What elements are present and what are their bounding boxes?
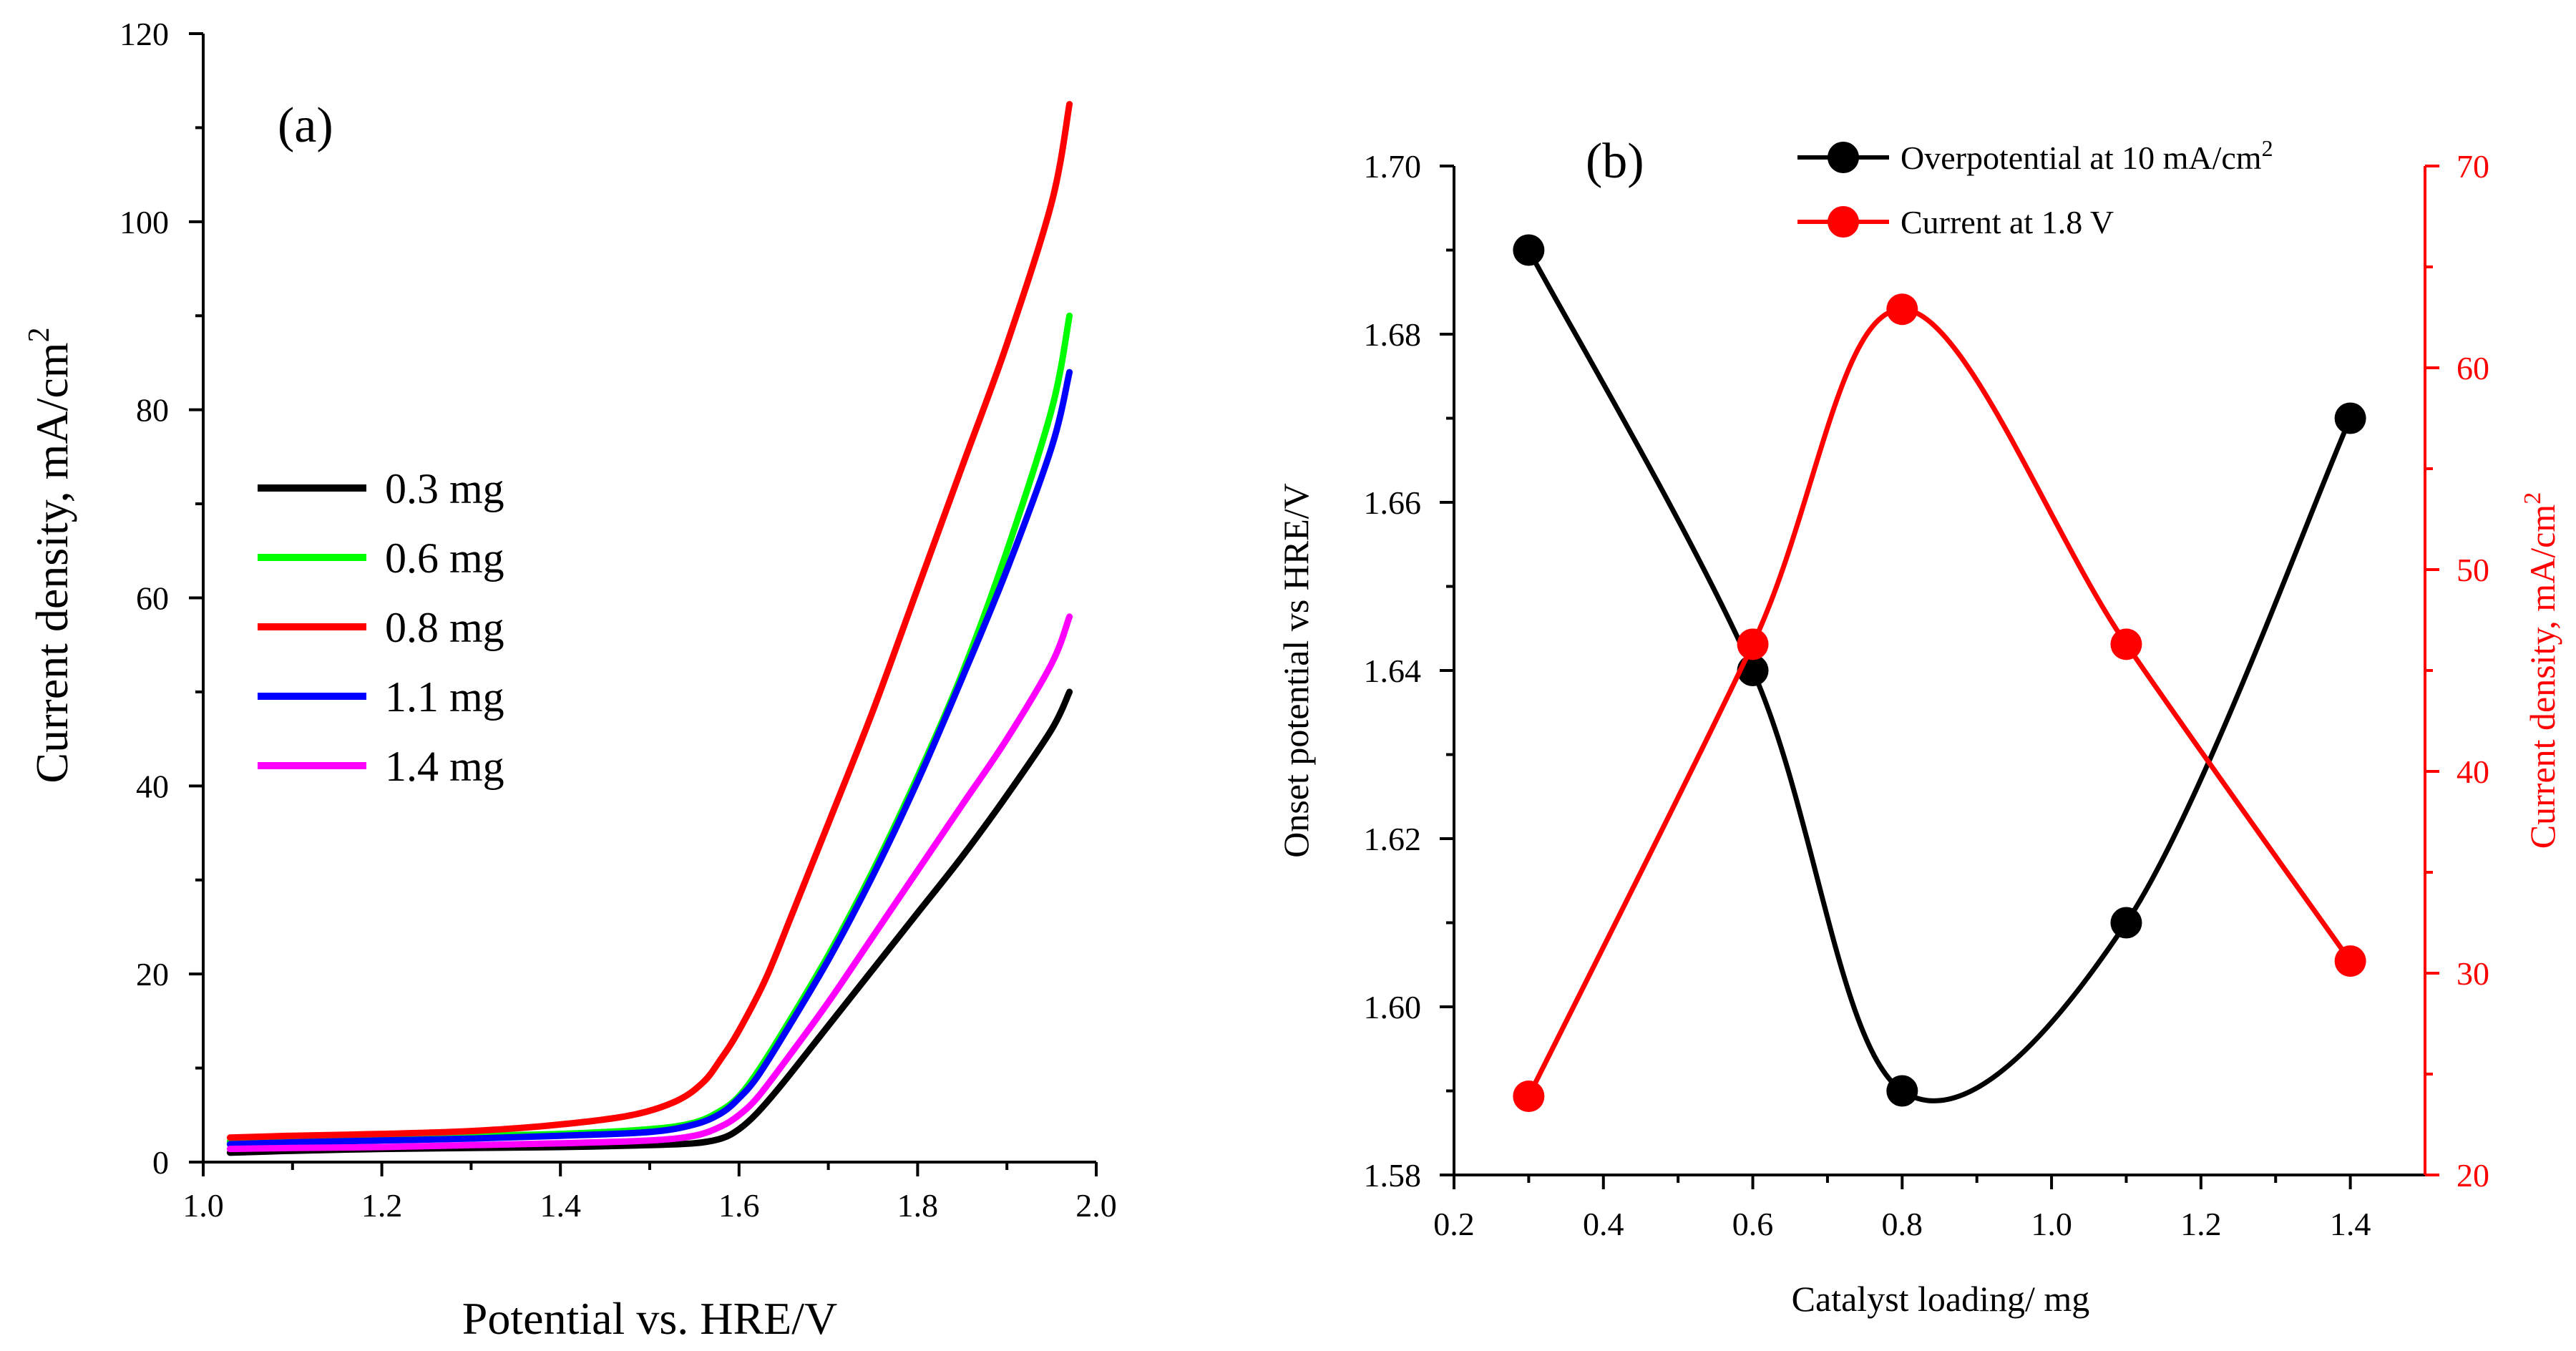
- panel-b-left-y-tick-label: 1.70: [1364, 148, 1422, 185]
- legend-label-current: Current at 1.8 V: [1901, 204, 2114, 240]
- panel-b-x-tick-label: 0.6: [1732, 1206, 1774, 1242]
- panel-b-axes: 0.2 0.4 0.6 0.8 1.0 1.2 1.4 1.58 1.60 1.62 1.64 1.6…: [1364, 148, 2490, 1242]
- panel-a-x-tick-label: 1.4: [540, 1187, 581, 1224]
- panel-a-x-tick-label: 1.0: [182, 1187, 224, 1224]
- panel-a-y-axis-title-sup: 2: [23, 327, 56, 342]
- panel-b-x-tick-label: 1.2: [2180, 1206, 2222, 1242]
- chart-panel-a: 1.0 1.2 1.4 1.6 1.8 2.0 0 20 40 60 80 100 120 0.3 mg…: [23, 16, 1117, 1344]
- panel-b-left-y-axis-title: Onset potential vs HRE/V: [1276, 483, 1316, 858]
- panel-b-left-y-tick-label: 1.66: [1364, 484, 1422, 521]
- series-line-overpotential: [1526, 248, 2353, 1103]
- data-point-current: [2110, 628, 2142, 660]
- series-line-1_1-mg: [226, 369, 1073, 1148]
- panel-a-label: (a): [278, 98, 333, 153]
- panel-a-x-tick-label: 2.0: [1075, 1187, 1117, 1224]
- data-point-current: [1737, 628, 1769, 660]
- legend-label-0_8-mg: 0.8 mg: [385, 604, 504, 651]
- panel-b-left-y-tick-label: 1.58: [1364, 1157, 1422, 1194]
- panel-b-right-y-tick-label: 40: [2457, 753, 2489, 790]
- panel-b-right-y-axis-title: Current density, mA/cm2: [2519, 492, 2562, 849]
- panel-b-x-tick-label: 0.2: [1433, 1206, 1475, 1242]
- panel-a-y-tick-label: 40: [136, 768, 169, 804]
- legend-label-1_4-mg: 1.4 mg: [385, 743, 504, 790]
- panel-b-right-y-tick-label: 20: [2457, 1157, 2489, 1194]
- legend-marker-overpotential: [1828, 142, 1859, 173]
- series-line-0_8-mg: [226, 101, 1073, 1141]
- panel-b-right-y-tick-label: 50: [2457, 552, 2489, 588]
- panel-a-x-tick-label: 1.8: [897, 1187, 939, 1224]
- panel-a-y-tick-label: 60: [136, 580, 169, 617]
- panel-a-x-tick-label: 1.6: [718, 1187, 760, 1224]
- panel-b-legend: Overpotential at 10 mA/cm2 Current at 1.8…: [1797, 135, 2273, 240]
- panel-b-right-y-tick-label: 30: [2457, 955, 2489, 992]
- panel-b-right-y-tick-label: 70: [2457, 148, 2489, 185]
- legend-label-text: Overpotential at 10 mA/cm: [1901, 140, 2262, 176]
- data-point-current: [1886, 293, 1918, 326]
- panel-a-y-tick-label: 120: [119, 16, 169, 52]
- panel-a-series-group: [226, 101, 1073, 1156]
- series-line-current: [1526, 306, 2353, 1098]
- data-point-current: [1513, 1081, 1545, 1113]
- series-line-0_3-mg: [226, 688, 1073, 1156]
- panel-b-x-axis-title: Catalyst loading/ mg: [1792, 1279, 2090, 1319]
- panel-b-x-tick-label: 1.0: [2031, 1206, 2072, 1242]
- legend-label-0_3-mg: 0.3 mg: [385, 465, 504, 512]
- panel-b-x-tick-label: 0.4: [1583, 1206, 1624, 1242]
- legend-label-1_1-mg: 1.1 mg: [385, 673, 504, 721]
- panel-b-right-y-axis-title-sup: 2: [2519, 492, 2546, 504]
- panel-b-left-y-tick-label: 1.62: [1364, 821, 1422, 857]
- panel-a-y-tick-label: 80: [136, 392, 169, 429]
- panel-a-x-tick-label: 1.2: [361, 1187, 403, 1224]
- chart-panel-b: 0.2 0.4 0.6 0.8 1.0 1.2 1.4 1.58 1.60 1.62 1.64 1.6…: [1276, 134, 2562, 1319]
- data-point-overpotential: [2334, 402, 2366, 434]
- panel-b-label: (b): [1586, 134, 1644, 189]
- legend-label-sup: 2: [2262, 135, 2273, 161]
- panel-b-left-y-tick-label: 1.60: [1364, 989, 1422, 1025]
- panel-b-x-tick-label: 1.4: [2330, 1206, 2371, 1242]
- panel-a-y-tick-label: 20: [136, 956, 169, 992]
- panel-b-right-y-axis-title-text: Current density, mA/cm: [2522, 504, 2562, 849]
- panel-a-y-axis-title: Current density, mA/cm2: [23, 327, 77, 783]
- panel-b-left-y-tick-label: 1.64: [1364, 653, 1422, 689]
- panel-b-left-y-tick-label: 1.68: [1364, 316, 1422, 353]
- panel-a-y-tick-label: 100: [119, 204, 169, 240]
- panel-a-x-axis-title: Potential vs. HRE/V: [462, 1293, 837, 1344]
- panel-a-axes: 1.0 1.2 1.4 1.6 1.8 2.0 0 20 40 60 80 100 120: [119, 16, 1117, 1224]
- data-point-overpotential: [1513, 234, 1545, 266]
- panel-b-x-tick-label: 0.8: [1882, 1206, 1923, 1242]
- legend-label-0_6-mg: 0.6 mg: [385, 535, 504, 582]
- data-point-overpotential: [1886, 1075, 1918, 1107]
- panel-a-y-axis-title-text: Current density, mA/cm: [26, 342, 77, 783]
- legend-marker-current: [1828, 206, 1859, 238]
- panel-a-legend: 0.3 mg 0.6 mg 0.8 mg 1.1 mg 1.4 mg: [258, 465, 504, 790]
- panel-b-right-y-tick-label: 60: [2457, 350, 2489, 386]
- panel-b-series-group: [1513, 234, 2366, 1113]
- data-point-current: [2334, 945, 2366, 977]
- series-line-1_4-mg: [226, 613, 1073, 1153]
- data-point-overpotential: [2110, 907, 2142, 939]
- legend-label-overpotential: Overpotential at 10 mA/cm2: [1901, 135, 2273, 176]
- legend-label-text: Current at 1.8 V: [1901, 204, 2114, 240]
- panel-a-y-tick-label: 0: [152, 1144, 169, 1181]
